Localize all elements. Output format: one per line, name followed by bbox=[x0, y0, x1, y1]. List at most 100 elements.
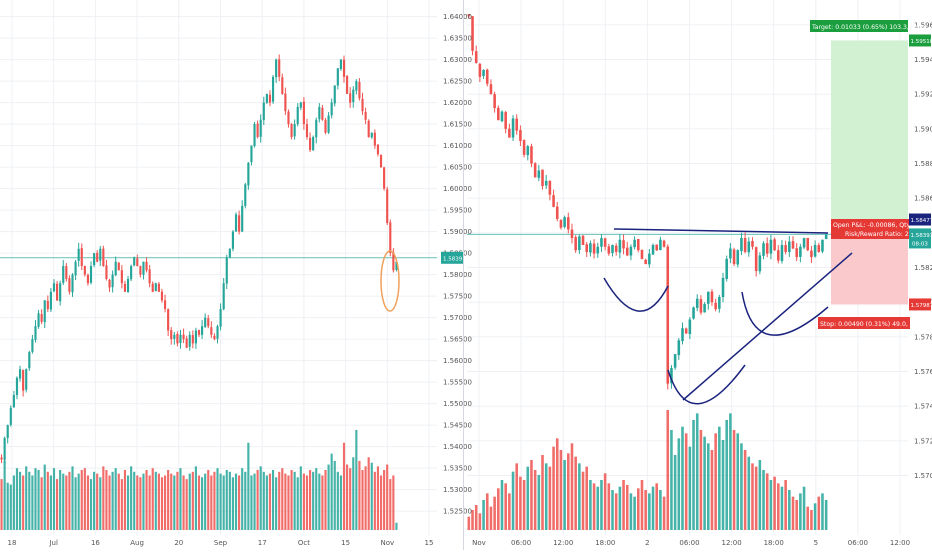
volume-bar bbox=[201, 477, 203, 530]
volume-bar bbox=[552, 447, 555, 530]
candle bbox=[297, 107, 299, 124]
volume-bar bbox=[515, 463, 518, 530]
candle bbox=[784, 245, 787, 252]
volume-bar bbox=[670, 430, 673, 530]
volume-bar bbox=[663, 497, 666, 530]
candle bbox=[250, 146, 252, 162]
candle bbox=[281, 77, 283, 94]
candle bbox=[284, 94, 286, 112]
target-zone[interactable] bbox=[831, 40, 908, 219]
volume-bar bbox=[112, 472, 114, 530]
volume-bar bbox=[818, 497, 821, 530]
volume-bar bbox=[692, 420, 695, 530]
candle bbox=[346, 76, 348, 94]
volume-bar bbox=[371, 463, 373, 530]
volume-bar bbox=[121, 479, 123, 530]
candle bbox=[13, 395, 15, 407]
volume-bar bbox=[530, 460, 533, 530]
volume-bar bbox=[41, 477, 43, 530]
volume-bar bbox=[490, 507, 493, 530]
candle bbox=[666, 246, 669, 383]
price-tick-label: 1.52500 bbox=[443, 508, 472, 516]
candle bbox=[56, 284, 58, 301]
volume-bar bbox=[821, 493, 824, 530]
candle bbox=[105, 265, 107, 279]
candle bbox=[736, 250, 739, 264]
target-price-text: 1.59510 bbox=[911, 39, 932, 45]
candle bbox=[497, 108, 500, 120]
candle bbox=[155, 283, 157, 291]
volume-bar bbox=[275, 477, 277, 530]
candle bbox=[318, 107, 320, 119]
candle bbox=[611, 245, 614, 253]
candle bbox=[759, 255, 762, 271]
candle bbox=[630, 247, 633, 256]
candle bbox=[795, 248, 798, 257]
candle bbox=[358, 82, 360, 98]
volume-bar bbox=[266, 475, 268, 530]
volume-bar bbox=[250, 475, 252, 530]
volume-bar bbox=[105, 470, 107, 530]
price-tick-label: 1.64000 bbox=[443, 13, 472, 21]
candle bbox=[136, 258, 138, 266]
volume-bar bbox=[380, 475, 382, 530]
price-tick-label: 1.57500 bbox=[443, 293, 472, 301]
volume-bar bbox=[486, 493, 489, 530]
volume-bar bbox=[482, 500, 485, 530]
volume-bar bbox=[247, 443, 249, 530]
candle bbox=[315, 120, 317, 138]
candle bbox=[648, 254, 651, 265]
candle bbox=[241, 206, 243, 232]
candle bbox=[102, 249, 104, 266]
volume-bar bbox=[596, 487, 599, 530]
candle bbox=[62, 266, 64, 283]
price-tick-label: 1.55000 bbox=[443, 400, 472, 408]
volume-bar bbox=[229, 472, 231, 530]
volume-bar bbox=[4, 461, 6, 530]
volume-bar bbox=[810, 510, 813, 530]
candle bbox=[596, 247, 599, 254]
candle bbox=[19, 369, 21, 378]
volume-bar bbox=[75, 477, 77, 530]
volume-bar bbox=[611, 490, 614, 530]
volume-bar bbox=[87, 475, 89, 530]
volume-bar bbox=[93, 472, 95, 530]
candle bbox=[755, 247, 758, 271]
volume-bar bbox=[300, 466, 302, 530]
candle bbox=[34, 326, 36, 340]
candle bbox=[328, 116, 330, 133]
volume-bar bbox=[173, 475, 175, 530]
volume-bar bbox=[149, 475, 151, 530]
price-tick-label: 1.63000 bbox=[443, 56, 472, 64]
candle bbox=[290, 124, 292, 137]
volume-bar bbox=[519, 477, 522, 530]
volume-bar bbox=[386, 465, 388, 530]
price-tick-label: 1.60000 bbox=[443, 185, 472, 193]
volume-bar bbox=[700, 430, 703, 530]
candle bbox=[608, 246, 611, 253]
candle bbox=[235, 214, 237, 231]
volume-bar bbox=[703, 437, 706, 530]
candle bbox=[659, 240, 662, 250]
candle bbox=[201, 326, 203, 335]
price-tick-label: 1.62500 bbox=[443, 78, 472, 86]
candle bbox=[182, 335, 184, 339]
candle bbox=[751, 241, 754, 247]
candle bbox=[68, 278, 70, 292]
candle bbox=[31, 339, 33, 352]
volume-bar bbox=[118, 474, 120, 530]
candle bbox=[556, 207, 559, 219]
candle bbox=[652, 245, 655, 254]
volume-bar bbox=[44, 465, 46, 530]
price-tick-label: 1.59200 bbox=[914, 91, 932, 99]
volume-bar bbox=[47, 472, 49, 530]
candle bbox=[600, 238, 603, 247]
candle bbox=[380, 155, 382, 167]
candle bbox=[482, 70, 485, 76]
price-tick-label: 1.57000 bbox=[443, 314, 472, 322]
volume-bar bbox=[770, 480, 773, 530]
volume-bar bbox=[368, 457, 370, 530]
volume-bar bbox=[195, 466, 197, 530]
volume-bar bbox=[615, 493, 618, 530]
